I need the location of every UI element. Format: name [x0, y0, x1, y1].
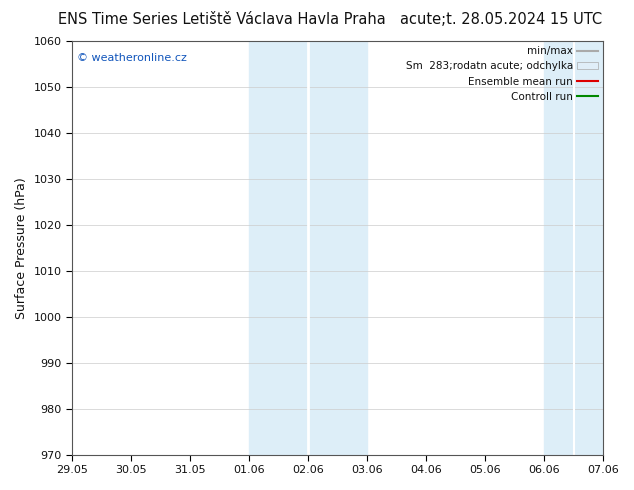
- Y-axis label: Surface Pressure (hPa): Surface Pressure (hPa): [15, 177, 28, 318]
- Text: ENS Time Series Letiště Václava Havla Praha: ENS Time Series Letiště Václava Havla Pr…: [58, 12, 385, 27]
- Bar: [249, 41, 367, 455]
- Text: acute;t. 28.05.2024 15 UTC: acute;t. 28.05.2024 15 UTC: [400, 12, 602, 27]
- Bar: [544, 41, 603, 455]
- Text: © weatheronline.cz: © weatheronline.cz: [77, 53, 187, 64]
- Legend: min/max, Sm  283;rodatn acute; odchylka, Ensemble mean run, Controll run: min/max, Sm 283;rodatn acute; odchylka, …: [403, 43, 601, 105]
